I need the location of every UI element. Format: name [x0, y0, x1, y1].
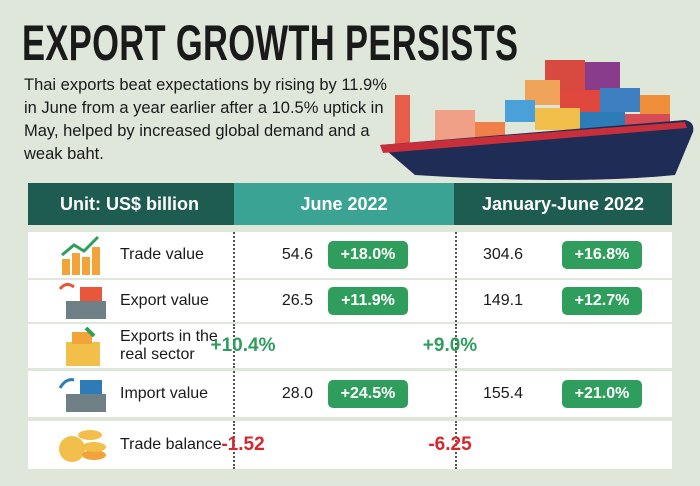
row-label: Import value [120, 385, 209, 402]
change: +10.4% [210, 335, 276, 356]
table-row: Import value 28.0 +24.5% 155.4 +21.0% [28, 371, 672, 417]
column-divider [233, 280, 235, 322]
column-divider [455, 280, 457, 322]
table-row: Exports in the real sector +10.4% +9.0% [28, 324, 672, 368]
row-icon [58, 282, 106, 319]
value: 304.6 [482, 246, 523, 263]
change-badge: +21.0% [562, 380, 642, 408]
change: +9.0% [422, 335, 478, 356]
change-badge: +12.7% [562, 287, 642, 315]
change-badge: +24.5% [328, 380, 408, 408]
column-divider [233, 324, 235, 368]
change-badge: +11.9% [328, 287, 408, 315]
value: 28.0 [281, 385, 313, 402]
column-divider [455, 371, 457, 417]
row-icon [66, 326, 100, 366]
value: -1.52 [221, 434, 265, 455]
column-divider [455, 421, 457, 469]
value: 26.5 [281, 292, 313, 309]
column-divider [233, 371, 235, 417]
column-divider [233, 232, 235, 278]
ship-illustration [380, 60, 694, 180]
column-header: June 2022 [234, 183, 454, 225]
subtitle: Thai exports beat expectations by rising… [24, 76, 387, 163]
value: 155.4 [482, 385, 523, 402]
row-label: Exports in the real sector [120, 328, 218, 363]
row-label: Trade balance [120, 436, 222, 453]
table-row: Trade balance -1.52 -6.25 [28, 421, 672, 469]
table-row: Trade value 54.6 +18.0% 304.6 +16.8% [28, 232, 672, 278]
row-icon [58, 378, 106, 412]
row-label: Export value [120, 292, 209, 309]
column-header: January-June 2022 [454, 183, 672, 225]
table-row: Export value 26.5 +11.9% 149.1 +12.7% [28, 280, 672, 322]
column-divider [455, 324, 457, 368]
column-header: Unit: US$ billion [28, 183, 234, 225]
column-divider [455, 232, 457, 278]
value: -6.25 [428, 434, 472, 455]
row-icon [59, 430, 106, 462]
title: EXPORT GROWTH PERSISTS [22, 15, 519, 71]
value: 54.6 [281, 246, 313, 263]
row-icon [61, 235, 100, 275]
column-divider [233, 421, 235, 469]
change-badge: +16.8% [562, 241, 642, 269]
row-label: Trade value [120, 246, 204, 263]
change-badge: +18.0% [328, 241, 408, 269]
value: 149.1 [482, 292, 523, 309]
